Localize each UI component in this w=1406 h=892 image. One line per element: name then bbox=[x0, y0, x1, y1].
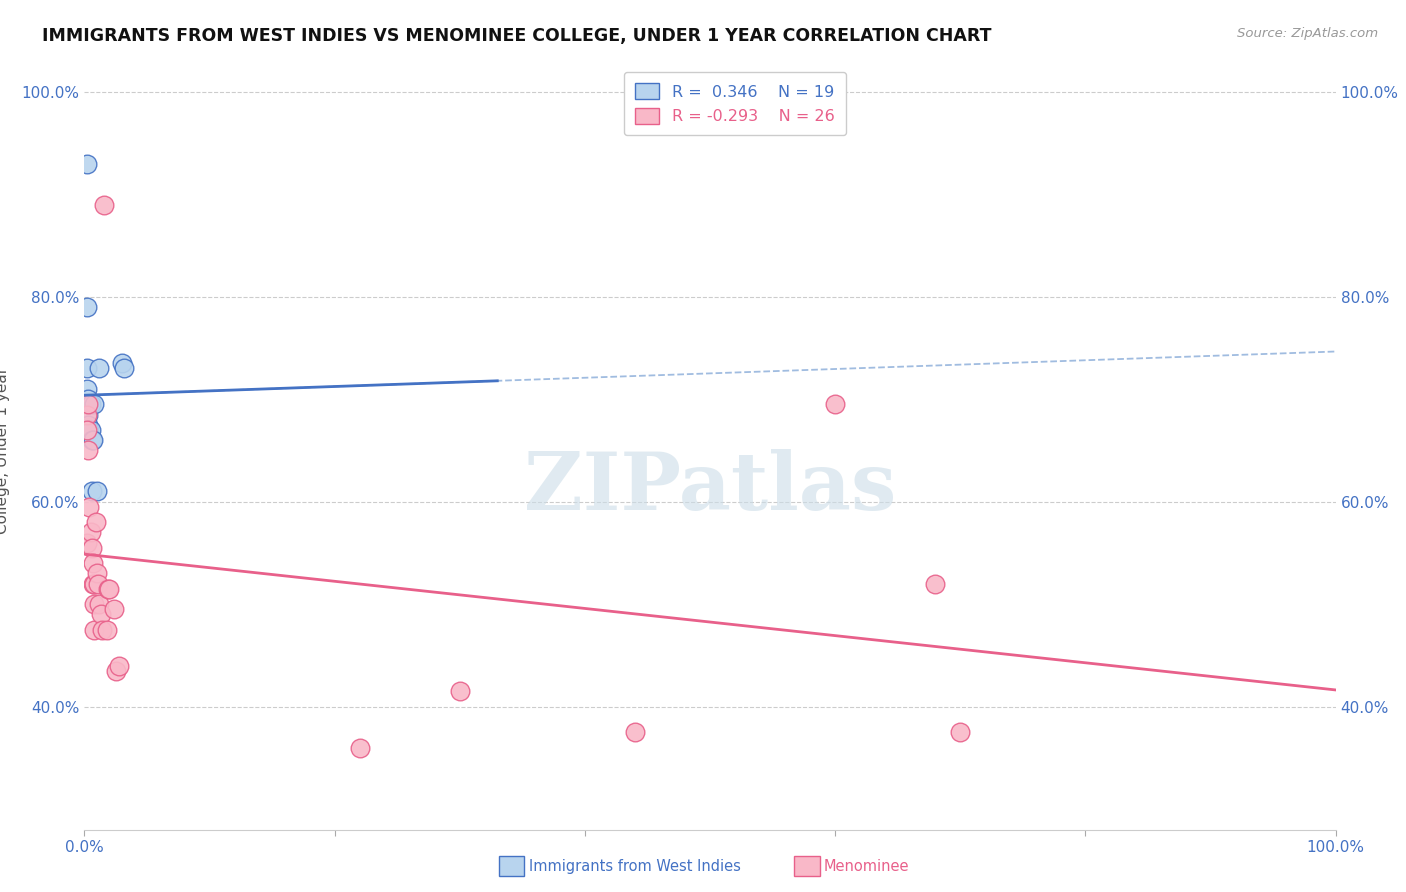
Point bbox=[103, 602, 125, 616]
Point bbox=[76, 382, 98, 396]
Point bbox=[86, 566, 108, 581]
Point bbox=[76, 361, 98, 376]
Point bbox=[80, 434, 103, 448]
Point bbox=[76, 300, 98, 314]
Point bbox=[97, 582, 120, 596]
Point bbox=[76, 423, 98, 437]
Text: Menominee: Menominee bbox=[824, 859, 910, 873]
Point bbox=[80, 484, 103, 499]
Point bbox=[924, 576, 946, 591]
Y-axis label: College, Under 1 year: College, Under 1 year bbox=[0, 367, 10, 534]
Point bbox=[82, 576, 104, 591]
Point bbox=[93, 197, 115, 211]
Point bbox=[949, 725, 972, 739]
Point bbox=[449, 684, 471, 698]
Point bbox=[79, 423, 101, 437]
Legend: R =  0.346    N = 19, R = -0.293    N = 26: R = 0.346 N = 19, R = -0.293 N = 26 bbox=[624, 71, 846, 136]
Text: IMMIGRANTS FROM WEST INDIES VS MENOMINEE COLLEGE, UNDER 1 YEAR CORRELATION CHART: IMMIGRANTS FROM WEST INDIES VS MENOMINEE… bbox=[42, 27, 991, 45]
Point bbox=[89, 597, 111, 611]
Point bbox=[79, 525, 101, 540]
Point bbox=[89, 361, 111, 376]
Point bbox=[82, 556, 104, 570]
Point bbox=[79, 423, 101, 437]
Point bbox=[84, 515, 107, 529]
Bar bbox=[499, 856, 524, 876]
Point bbox=[83, 397, 105, 411]
Bar bbox=[794, 856, 820, 876]
Point bbox=[86, 484, 108, 499]
Point bbox=[98, 582, 121, 596]
Point bbox=[83, 576, 105, 591]
Point bbox=[79, 500, 101, 514]
Text: Source: ZipAtlas.com: Source: ZipAtlas.com bbox=[1237, 27, 1378, 40]
Point bbox=[624, 725, 647, 739]
Text: ZIPatlas: ZIPatlas bbox=[524, 450, 896, 527]
Point bbox=[96, 623, 118, 637]
Point bbox=[349, 740, 371, 755]
Point bbox=[77, 408, 100, 422]
Point bbox=[77, 392, 100, 407]
Point bbox=[824, 397, 846, 411]
Point bbox=[111, 356, 134, 370]
Point bbox=[77, 443, 100, 458]
Point bbox=[76, 156, 98, 170]
Text: Immigrants from West Indies: Immigrants from West Indies bbox=[529, 859, 741, 873]
Point bbox=[76, 397, 98, 411]
Point bbox=[77, 397, 100, 411]
Point bbox=[79, 397, 101, 411]
Point bbox=[77, 417, 100, 432]
Point bbox=[90, 623, 112, 637]
Point bbox=[76, 535, 98, 549]
Point bbox=[83, 623, 105, 637]
Point bbox=[82, 434, 104, 448]
Point bbox=[76, 408, 98, 422]
Point bbox=[87, 576, 110, 591]
Point bbox=[104, 664, 127, 678]
Point bbox=[83, 597, 105, 611]
Point bbox=[80, 541, 103, 555]
Point bbox=[108, 658, 131, 673]
Point bbox=[112, 361, 135, 376]
Point bbox=[90, 607, 112, 622]
